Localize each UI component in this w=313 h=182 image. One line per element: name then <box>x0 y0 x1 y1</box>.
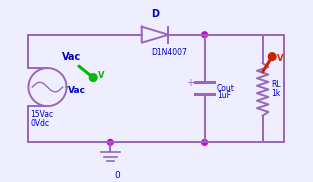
Text: Vac: Vac <box>69 86 86 95</box>
Circle shape <box>202 139 208 145</box>
Circle shape <box>268 53 276 60</box>
Text: Vac: Vac <box>62 52 81 62</box>
Text: D1N4007: D1N4007 <box>151 48 187 57</box>
Circle shape <box>90 74 97 81</box>
Text: V: V <box>98 71 105 80</box>
Text: 15Vac: 15Vac <box>30 110 54 119</box>
Circle shape <box>202 32 208 37</box>
Text: 0: 0 <box>114 171 120 180</box>
Text: +: + <box>186 78 194 88</box>
Text: RL: RL <box>271 80 281 89</box>
Text: 1uF: 1uF <box>217 91 231 100</box>
Text: 1k: 1k <box>271 89 280 98</box>
Text: D: D <box>151 9 159 19</box>
Text: V: V <box>277 54 284 63</box>
Text: Cout: Cout <box>217 84 235 93</box>
Text: 0Vdc: 0Vdc <box>30 118 49 128</box>
Circle shape <box>107 139 113 145</box>
